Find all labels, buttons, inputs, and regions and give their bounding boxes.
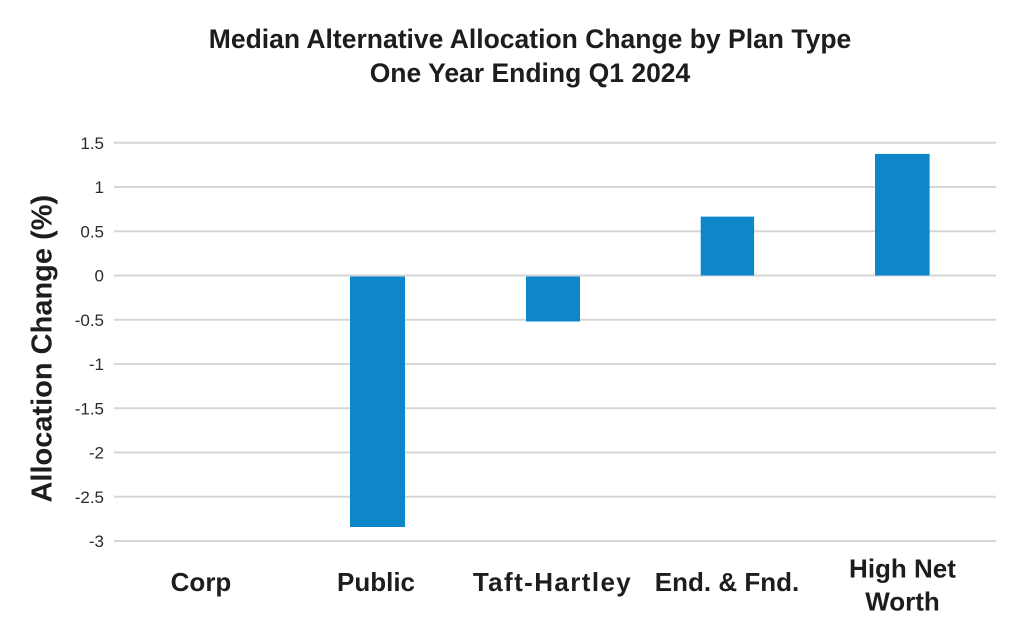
svg-text:One Year Ending Q1 2024: One Year Ending Q1 2024 <box>370 58 691 88</box>
svg-text:High Net: High Net <box>849 554 956 584</box>
svg-text:-2.5: -2.5 <box>75 488 104 507</box>
svg-text:-3: -3 <box>89 532 104 551</box>
svg-text:-1.5: -1.5 <box>75 400 104 419</box>
svg-text:0: 0 <box>95 267 104 286</box>
svg-text:Worth: Worth <box>865 587 940 617</box>
svg-text:-0.5: -0.5 <box>75 311 104 330</box>
svg-text:-1: -1 <box>89 355 104 374</box>
svg-text:1.5: 1.5 <box>80 134 104 153</box>
svg-text:0.5: 0.5 <box>80 223 104 242</box>
svg-text:Public: Public <box>337 567 415 597</box>
svg-text:End. & Fnd.: End. & Fnd. <box>655 567 799 597</box>
svg-text:Allocation Change (%): Allocation Change (%) <box>27 195 59 503</box>
svg-text:Median Alternative Allocation: Median Alternative Allocation Change by … <box>209 24 852 54</box>
svg-text:-2: -2 <box>89 444 104 463</box>
svg-text:1: 1 <box>95 178 104 197</box>
svg-text:Corp: Corp <box>171 567 232 597</box>
svg-text:Taft-Hartley: Taft-Hartley <box>473 567 632 597</box>
